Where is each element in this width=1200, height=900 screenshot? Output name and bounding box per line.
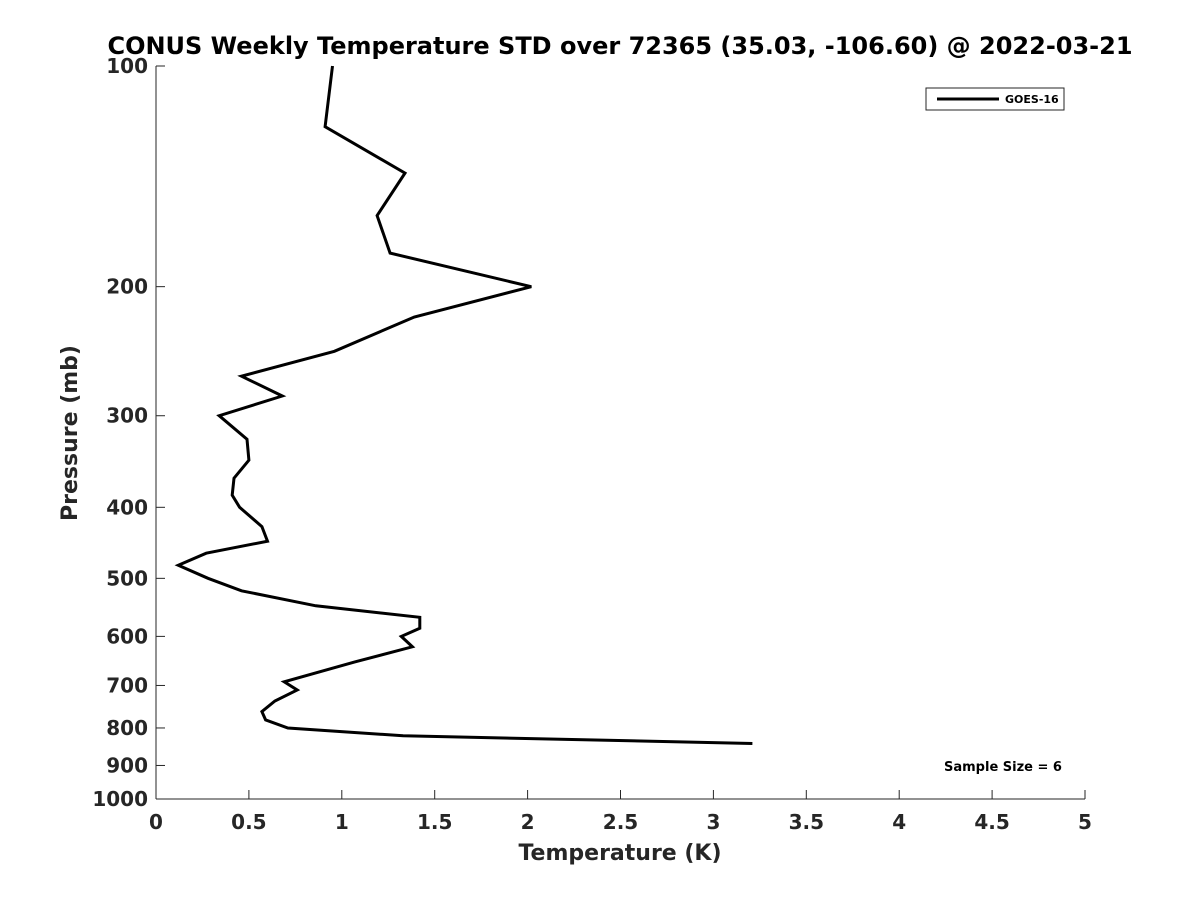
- x-tick-label: 0: [149, 810, 163, 834]
- x-axis-ticks: 0 0.5 1 1.5 2 2.5 3 3.5 4 4.5 5: [149, 790, 1092, 834]
- legend-label: GOES-16: [1005, 93, 1059, 106]
- y-tick-label: 700: [106, 673, 148, 697]
- y-tick-label: 400: [106, 495, 148, 519]
- x-tick-label: 5: [1078, 810, 1092, 834]
- series-line-goes-16: [174, 65, 753, 745]
- y-tick-label: 1000: [92, 787, 148, 811]
- y-tick-label: 500: [106, 566, 148, 590]
- y-axis-ticks: 100 200 300 400 500 600 700 800 900 1000: [92, 54, 165, 811]
- y-tick-label: 900: [106, 753, 148, 777]
- x-tick-label: 3: [706, 810, 720, 834]
- x-tick-label: 3.5: [789, 810, 824, 834]
- y-tick-label: 600: [106, 624, 148, 648]
- x-tick-label: 1.5: [417, 810, 452, 834]
- y-tick-label: 800: [106, 716, 148, 740]
- x-tick-label: 2: [521, 810, 535, 834]
- plot-series: [174, 65, 753, 745]
- x-axis-label: Temperature (K): [518, 841, 721, 866]
- sample-size-note: Sample Size = 6: [944, 760, 1062, 775]
- y-axis-label: Pressure (mb): [58, 345, 83, 521]
- y-tick-label: 200: [106, 275, 148, 299]
- legend: GOES-16: [925, 87, 1065, 111]
- y-tick-label: 100: [106, 54, 148, 78]
- x-tick-label: 0.5: [231, 810, 266, 834]
- chart-title: CONUS Weekly Temperature STD over 72365 …: [107, 32, 1132, 60]
- x-tick-label: 4: [892, 810, 906, 834]
- x-tick-label: 2.5: [603, 810, 638, 834]
- x-tick-label: 1: [335, 810, 349, 834]
- x-tick-label: 4.5: [974, 810, 1009, 834]
- y-tick-label: 300: [106, 404, 148, 428]
